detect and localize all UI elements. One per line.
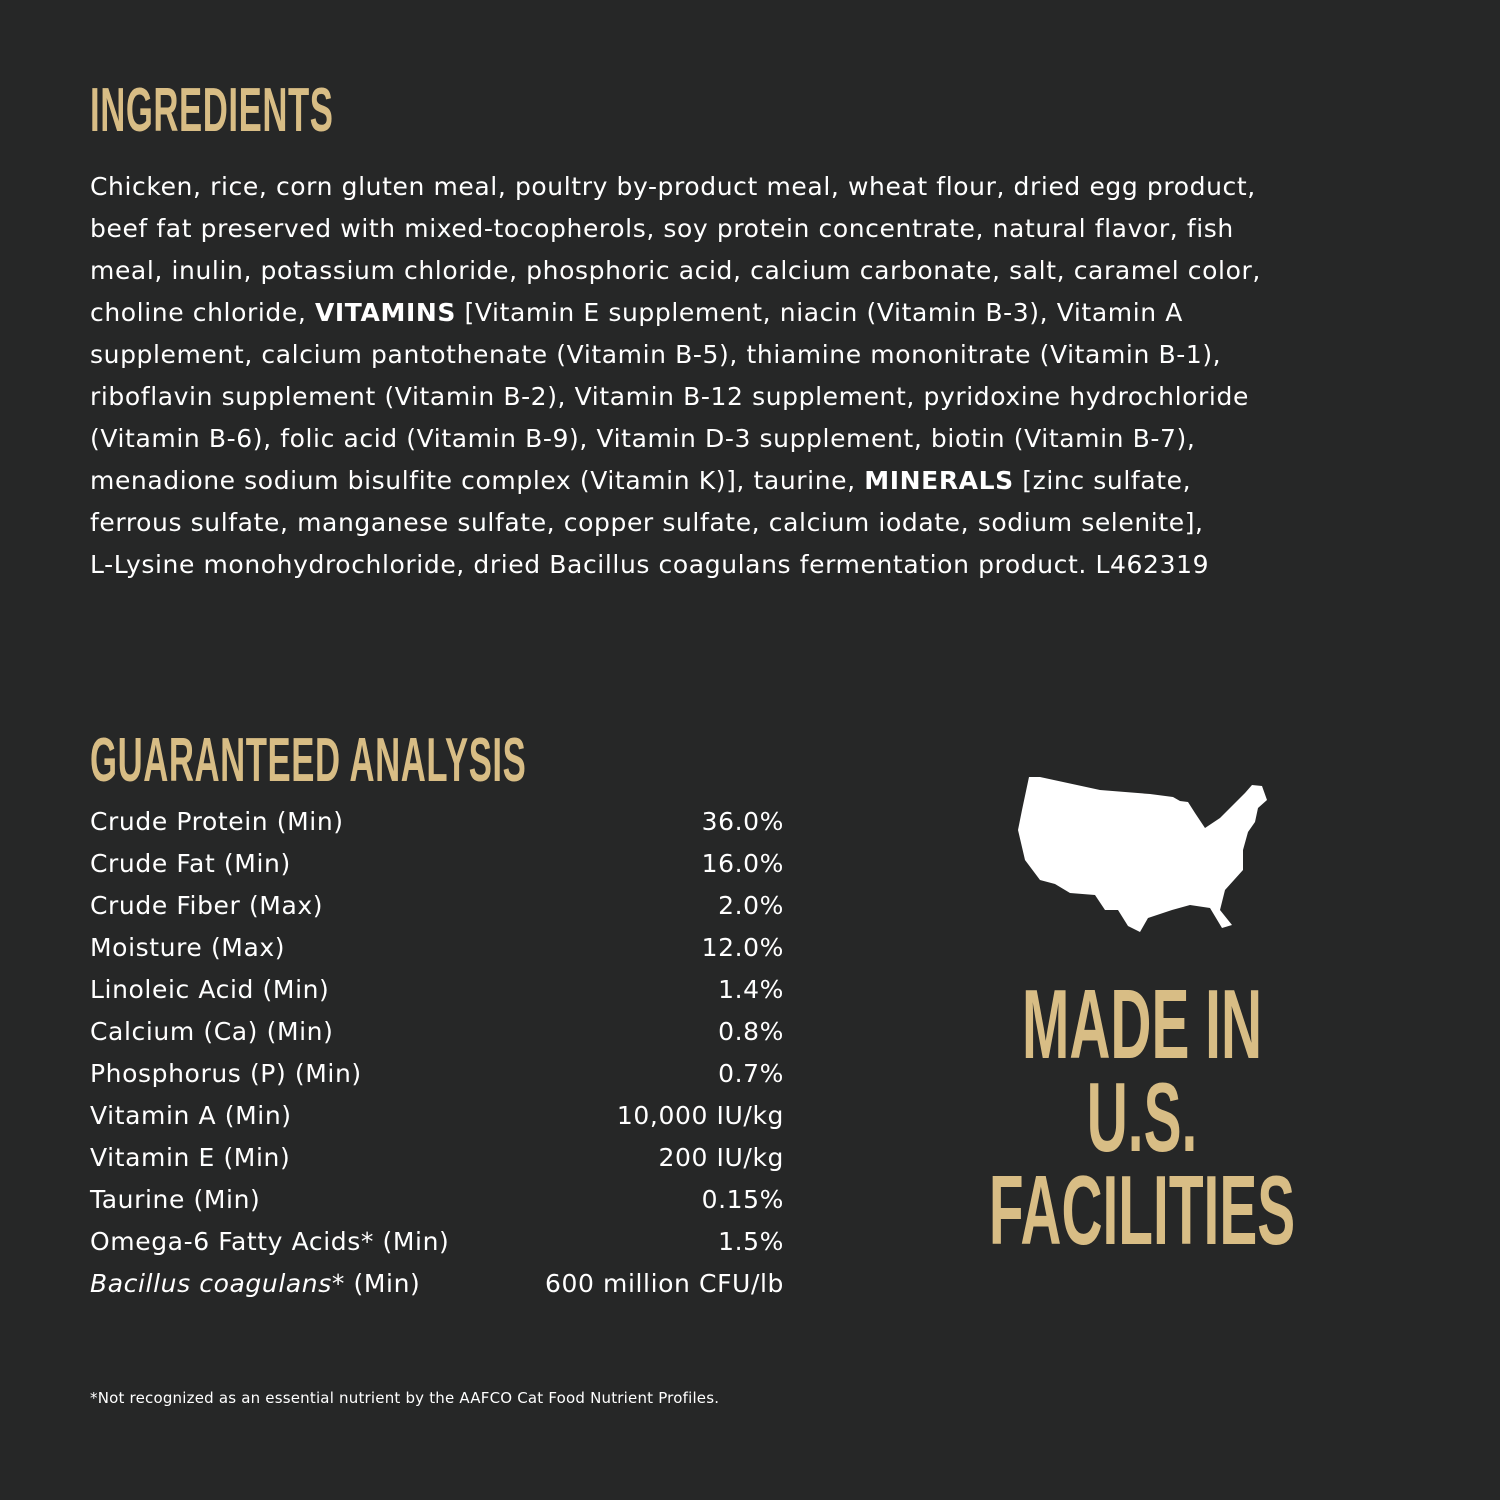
analysis-row: Crude Fat (Min) 16.0%	[90, 843, 784, 885]
nutrient-label: Linoleic Acid (Min)	[90, 969, 329, 1011]
ingredients-line: (Vitamin B-6), folic acid (Vitamin B-9),…	[90, 418, 1261, 460]
nutrient-value: 36.0%	[701, 807, 784, 836]
nutrient-value: 1.4%	[718, 975, 784, 1004]
guaranteed-analysis-title: GUARANTEED ANALYSIS	[90, 726, 527, 795]
nutrient-label: Moisture (Max)	[90, 927, 285, 969]
ingredients-line: ferrous sulfate, manganese sulfate, copp…	[90, 502, 1261, 544]
nutrient-label-text: Linoleic Acid (Min)	[90, 975, 330, 1004]
ingredients-text: riboflavin supplement (Vitamin B-2), Vit…	[90, 382, 1249, 411]
ingredients-text: ferrous sulfate, manganese sulfate, copp…	[90, 508, 1204, 537]
analysis-row: Moisture (Max) 12.0%	[90, 927, 784, 969]
ingredients-section-label: MINERALS	[864, 466, 1014, 495]
ingredients-line: meal, inulin, potassium chloride, phosph…	[90, 250, 1261, 292]
analysis-row: Crude Fiber (Max) 2.0%	[90, 885, 784, 927]
nutrient-label-text: Crude Fat (Min)	[90, 849, 291, 878]
analysis-row: Phosphorus (P) (Min) 0.7%	[90, 1053, 784, 1095]
ingredients-line: riboflavin supplement (Vitamin B-2), Vit…	[90, 376, 1261, 418]
nutrient-label: Crude Protein (Min)	[90, 801, 344, 843]
ingredients-text: menadione sodium bisulfite complex (Vita…	[90, 466, 865, 495]
nutrient-label: Bacillus coagulans* (Min)	[90, 1263, 420, 1305]
ingredients-text: L-Lysine monohydrochloride, dried Bacill…	[90, 550, 1210, 579]
nutrient-label-text: Omega-6 Fatty Acids* (Min)	[90, 1227, 450, 1256]
ingredients-text: beef fat preserved with mixed-tocopherol…	[90, 214, 1234, 243]
nutrient-label-text: Calcium (Ca) (Min)	[90, 1017, 334, 1046]
badge-line: FACILITIES	[988, 1155, 1296, 1265]
analysis-row: Crude Protein (Min) 36.0%	[90, 801, 784, 843]
nutrient-value: 600 million CFU/lb	[544, 1269, 784, 1298]
ingredients-line: Chicken, rice, corn gluten meal, poultry…	[90, 166, 1261, 208]
footnote: *Not recognized as an essential nutrient…	[90, 1389, 720, 1407]
nutrient-value: 0.15%	[701, 1185, 784, 1214]
nutrient-label: Calcium (Ca) (Min)	[90, 1011, 333, 1053]
nutrient-label: Taurine (Min)	[90, 1179, 260, 1221]
analysis-row: Calcium (Ca) (Min) 0.8%	[90, 1011, 784, 1053]
nutrient-value: 1.5%	[718, 1227, 784, 1256]
nutrient-value: 12.0%	[701, 933, 784, 962]
ingredients-text: Chicken, rice, corn gluten meal, poultry…	[90, 172, 1256, 201]
analysis-row: Linoleic Acid (Min) 1.4%	[90, 969, 784, 1011]
badge-line: MADE IN	[1022, 969, 1262, 1079]
nutrient-label: Vitamin A (Min)	[90, 1095, 292, 1137]
nutrient-label-text: Vitamin A (Min)	[90, 1101, 292, 1130]
nutrient-value: 0.8%	[718, 1017, 784, 1046]
ingredients-text: choline chloride,	[90, 298, 315, 327]
analysis-row: Bacillus coagulans* (Min) 600 million CFU…	[90, 1263, 784, 1305]
ingredients-text: [zinc sulfate,	[1013, 466, 1192, 495]
ingredients-text: meal, inulin, potassium chloride, phosph…	[90, 256, 1261, 285]
nutrient-label-text: Phosphorus (P) (Min)	[90, 1059, 362, 1088]
nutrient-label: Omega-6 Fatty Acids* (Min)	[90, 1221, 449, 1263]
nutrient-label: Crude Fiber (Max)	[90, 885, 323, 927]
nutrient-label-text: Taurine (Min)	[90, 1185, 261, 1214]
nutrient-value: 2.0%	[718, 891, 784, 920]
ingredients-line: beef fat preserved with mixed-tocopherol…	[90, 208, 1261, 250]
ingredients-line: supplement, calcium pantothenate (Vitami…	[90, 334, 1261, 376]
nutrient-label-text: * (Min)	[331, 1269, 421, 1298]
ingredients-line: menadione sodium bisulfite complex (Vita…	[90, 460, 1261, 502]
analysis-row: Omega-6 Fatty Acids* (Min) 1.5%	[90, 1221, 784, 1263]
ingredients-title: INGREDIENTS	[90, 76, 334, 145]
nutrient-label-text: Moisture (Max)	[90, 933, 286, 962]
analysis-row: Vitamin E (Min) 200 IU/kg	[90, 1137, 784, 1179]
nutrient-value: 16.0%	[701, 849, 784, 878]
nutrient-label-text: Crude Fiber (Max)	[90, 891, 324, 920]
nutrient-label: Vitamin E (Min)	[90, 1137, 290, 1179]
nutrient-label: Crude Fat (Min)	[90, 843, 291, 885]
ingredients-text: (Vitamin B-6), folic acid (Vitamin B-9),…	[90, 424, 1196, 453]
ingredients-section-label: VITAMINS	[314, 298, 456, 327]
ingredients-line: L-Lysine monohydrochloride, dried Bacill…	[90, 544, 1261, 586]
ingredients-line: choline chloride, VITAMINS [Vitamin E su…	[90, 292, 1261, 334]
nutrient-value: 200 IU/kg	[658, 1143, 784, 1172]
nutrient-label: Phosphorus (P) (Min)	[90, 1053, 362, 1095]
badge-line: U.S.	[1086, 1062, 1198, 1172]
nutrient-value: 10,000 IU/kg	[616, 1101, 784, 1130]
analysis-row: Vitamin A (Min) 10,000 IU/kg	[90, 1095, 784, 1137]
nutrient-label-text: Vitamin E (Min)	[90, 1143, 291, 1172]
ingredients-list: Chicken, rice, corn gluten meal, poultry…	[90, 166, 1261, 586]
nutrient-label-italic: Bacillus coagulans	[90, 1269, 332, 1298]
analysis-row: Taurine (Min) 0.15%	[90, 1179, 784, 1221]
ingredients-text: supplement, calcium pantothenate (Vitami…	[90, 340, 1222, 369]
nutrient-value: 0.7%	[718, 1059, 784, 1088]
nutrient-label-text: Crude Protein (Min)	[90, 807, 344, 836]
ingredients-text: [Vitamin E supplement, niacin (Vitamin B…	[455, 298, 1183, 327]
guaranteed-analysis-table: Crude Protein (Min) 36.0% Crude Fat (Min) 1…	[90, 801, 784, 1305]
